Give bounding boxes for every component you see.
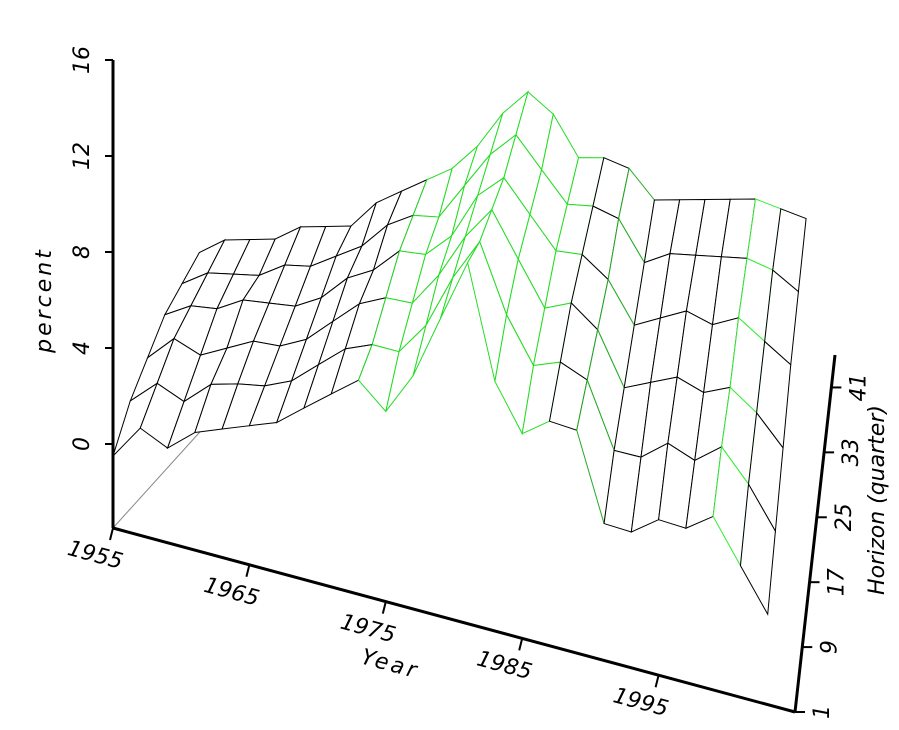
x-tick — [654, 674, 660, 688]
z-tick-label: 12 — [70, 142, 95, 170]
z-axis-label: percent — [32, 247, 57, 354]
x-tick — [518, 638, 524, 651]
x-tick-label: 1995 — [610, 683, 671, 722]
y-tick-label: 33 — [839, 438, 864, 466]
x-tick-label: 1975 — [338, 610, 399, 649]
x-tick — [381, 601, 387, 614]
floor-line — [112, 422, 209, 529]
x-tick — [109, 527, 114, 541]
x-tick-label: 1965 — [201, 573, 262, 612]
y-axis — [793, 354, 837, 713]
y-tick-label: 17 — [825, 568, 850, 596]
z-tick-label: 16 — [70, 46, 95, 74]
x-axis — [112, 526, 796, 714]
z-tick-label: 0 — [70, 437, 95, 451]
y-tick-label: 25 — [832, 503, 857, 531]
y-tick-label: 1 — [810, 705, 835, 719]
z-tick-label: 8 — [70, 245, 95, 259]
x-tick-label: 1985 — [474, 647, 535, 686]
x-axis-label: Year — [358, 645, 422, 684]
z-tick-label: 4 — [70, 341, 95, 355]
y-axis-label: Horizon (quarter) — [865, 405, 890, 595]
y-tick-label: 9 — [817, 640, 842, 654]
x-tick-label: 1955 — [65, 536, 126, 575]
y-tick-label: 41 — [846, 373, 871, 401]
x-tick — [245, 564, 251, 578]
surface-cell — [739, 482, 776, 616]
